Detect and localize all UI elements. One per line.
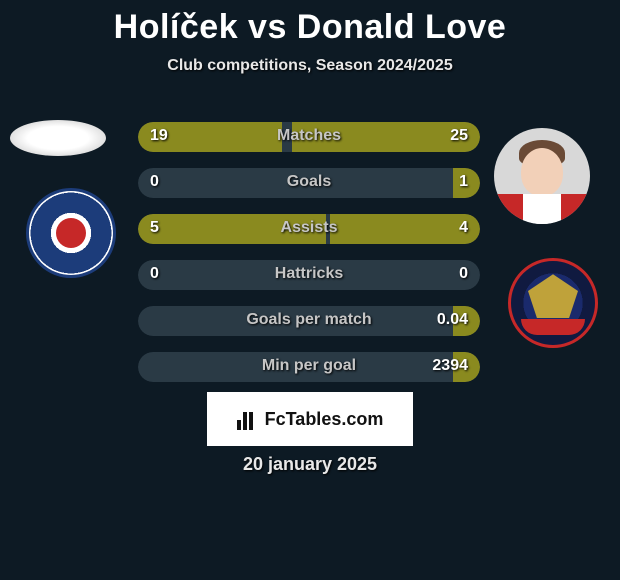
stat-label: Min per goal	[262, 357, 356, 375]
page-subtitle: Club competitions, Season 2024/2025	[0, 57, 620, 75]
player-photo-right	[494, 128, 590, 224]
stat-row: 2394 Min per goal	[138, 352, 480, 382]
stat-row: 5 4 Assists	[138, 214, 480, 244]
stat-value-right: 4	[459, 219, 468, 237]
stats-area: 19 25 Matches 0 1 Goals 5 4 Assists 0 0 Hattricks 0.…	[138, 122, 480, 398]
stat-value-right: 2394	[432, 357, 468, 375]
stat-label: Goals per match	[246, 311, 371, 329]
brand-logo-icon	[237, 408, 259, 430]
stat-label: Matches	[277, 127, 341, 145]
brand-text: FcTables.com	[265, 409, 384, 430]
stat-bar-right	[330, 214, 480, 244]
brand-strip: FcTables.com	[207, 392, 413, 446]
stat-label: Hattricks	[275, 265, 343, 283]
stat-value-left: 19	[150, 127, 168, 145]
stat-row: 0 1 Goals	[138, 168, 480, 198]
stat-row: 0 0 Hattricks	[138, 260, 480, 290]
stat-label: Assists	[281, 219, 338, 237]
stat-value-right: 0.04	[437, 311, 468, 329]
stat-value-right: 0	[459, 265, 468, 283]
stat-row: 19 25 Matches	[138, 122, 480, 152]
stat-value-left: 5	[150, 219, 159, 237]
date-line: 20 january 2025	[0, 454, 620, 475]
stat-value-left: 0	[150, 265, 159, 283]
player-photo-left	[10, 120, 106, 156]
stat-value-right: 25	[450, 127, 468, 145]
stat-row: 0.04 Goals per match	[138, 306, 480, 336]
stat-value-left: 0	[150, 173, 159, 191]
stat-value-right: 1	[459, 173, 468, 191]
stat-label: Goals	[287, 173, 331, 191]
club-badge-left	[26, 188, 116, 278]
club-badge-right	[508, 258, 598, 348]
page-title: Holíček vs Donald Love	[0, 0, 620, 47]
